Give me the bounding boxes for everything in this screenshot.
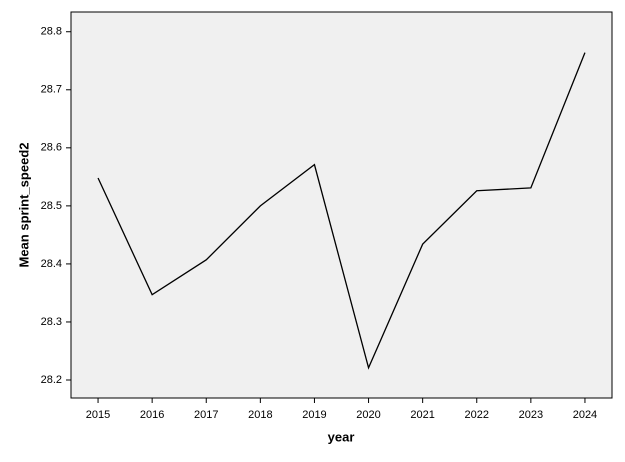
x-tick-label: 2024 [573, 409, 597, 421]
y-tick-label: 28.7 [41, 84, 62, 96]
x-tick-label: 2019 [302, 409, 326, 421]
x-tick-label: 2020 [356, 409, 380, 421]
x-axis-title: year [328, 429, 355, 444]
y-tick-label: 28.4 [41, 258, 62, 270]
y-tick-label: 28.5 [41, 200, 62, 212]
x-tick-label: 2017 [194, 409, 218, 421]
x-tick-label: 2021 [410, 409, 434, 421]
x-tick-label: 2016 [140, 409, 164, 421]
y-tick-label: 28.8 [41, 26, 62, 38]
plot-area [70, 11, 613, 399]
x-tick-label: 2015 [86, 409, 110, 421]
y-tick-label: 28.3 [41, 316, 62, 328]
x-tick-label: 2023 [519, 409, 543, 421]
y-tick-label: 28.6 [41, 142, 62, 154]
x-tick-label: 2022 [465, 409, 489, 421]
y-axis-title: Mean sprint_speed2 [16, 143, 31, 268]
x-tick-label: 2018 [248, 409, 272, 421]
y-tick-label: 28.2 [41, 374, 62, 386]
data-line [97, 52, 586, 370]
